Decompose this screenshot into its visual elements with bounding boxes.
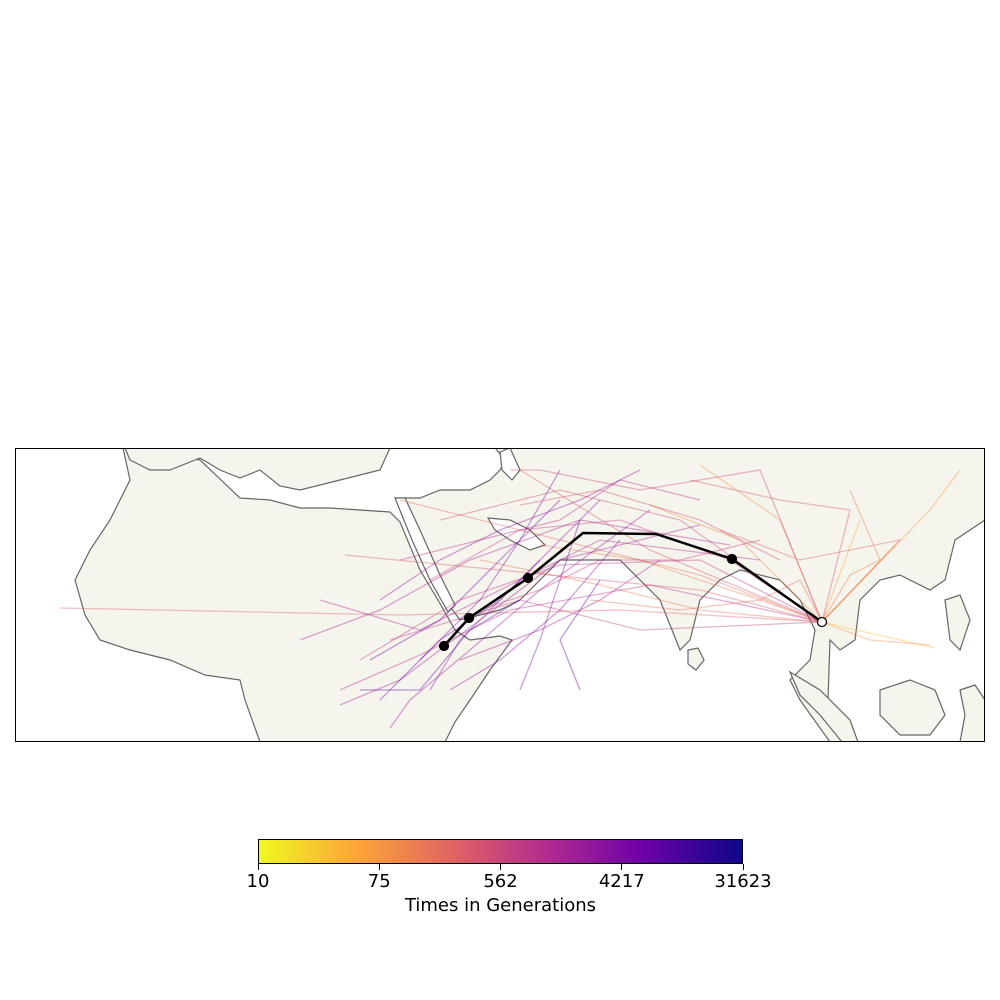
lineage-line — [689, 479, 851, 623]
lineage-line — [519, 519, 581, 691]
ancestor-node — [438, 640, 450, 652]
lineage-lines — [59, 464, 961, 729]
colorbar-tick-label: 4217 — [598, 871, 645, 892]
sulawesi — [959, 684, 985, 742]
africa-landmass — [74, 448, 513, 742]
lineage-line — [360, 599, 521, 691]
colorbar-tick-mark — [378, 864, 380, 870]
red-sea — [394, 497, 456, 613]
lineage-line — [699, 464, 823, 623]
persian-gulf — [486, 517, 547, 551]
lineage-line — [419, 469, 561, 661]
lineage-line — [821, 489, 881, 623]
lineage-line — [510, 469, 823, 623]
colorbar-tick-mark — [257, 864, 259, 870]
lineage-line — [339, 524, 701, 706]
colorbar-tick-mark — [621, 864, 623, 870]
lineage-line — [339, 584, 823, 691]
lineage-line — [344, 554, 823, 623]
colorbar-tick-mark — [500, 864, 501, 870]
sample-node — [816, 616, 828, 628]
colorbar-tick-mark — [742, 864, 744, 870]
lineage-line — [319, 539, 761, 631]
lineage-line — [821, 621, 936, 649]
sumatra — [788, 670, 859, 742]
lineage-line — [429, 499, 601, 691]
lineage-line — [821, 621, 931, 646]
lineage-line — [539, 544, 823, 623]
lineage-line — [359, 559, 823, 661]
lineage-line — [389, 599, 823, 641]
lineage-line — [519, 469, 823, 623]
lineage-line — [299, 519, 731, 641]
colorbar-title: Times in Generations — [404, 895, 597, 916]
colorbar — [258, 839, 743, 864]
lineage-line — [459, 559, 661, 661]
lineage-line — [589, 579, 823, 623]
map-panel — [15, 448, 985, 742]
lineage-line — [479, 559, 823, 623]
philippines — [944, 594, 971, 652]
lineage-line — [429, 519, 823, 623]
lineage-line — [559, 579, 601, 691]
lineage-line — [821, 519, 861, 623]
map-canvas — [15, 448, 985, 742]
lineage-line — [59, 607, 823, 623]
lineage-line — [449, 539, 621, 691]
lineage-line — [369, 499, 561, 661]
lineage-line — [821, 544, 896, 623]
land-layer — [74, 448, 985, 742]
europe-landmass — [124, 448, 391, 491]
path-nodes — [438, 553, 828, 652]
map-border — [15, 448, 985, 742]
sri-lanka — [687, 647, 705, 671]
lineage-line — [719, 529, 902, 623]
lineage-line — [389, 509, 651, 729]
lineage-line — [399, 499, 823, 623]
colorbar-tick-label: 31623 — [714, 871, 772, 892]
colorbar-tick-label: 562 — [483, 871, 518, 892]
ancestor-node — [726, 553, 738, 565]
lineage-line — [519, 489, 781, 561]
ancestor-node — [522, 572, 534, 584]
lineage-line — [399, 479, 701, 561]
colorbar-tick-label: 10 — [246, 871, 270, 892]
lineage-line — [379, 469, 641, 601]
lineage-line — [649, 504, 823, 623]
colorbar-tick-label: 75 — [367, 871, 391, 892]
lineage-line — [821, 469, 961, 623]
ancestor-node — [463, 612, 475, 624]
lineage-line — [479, 539, 761, 611]
borneo — [879, 679, 946, 736]
